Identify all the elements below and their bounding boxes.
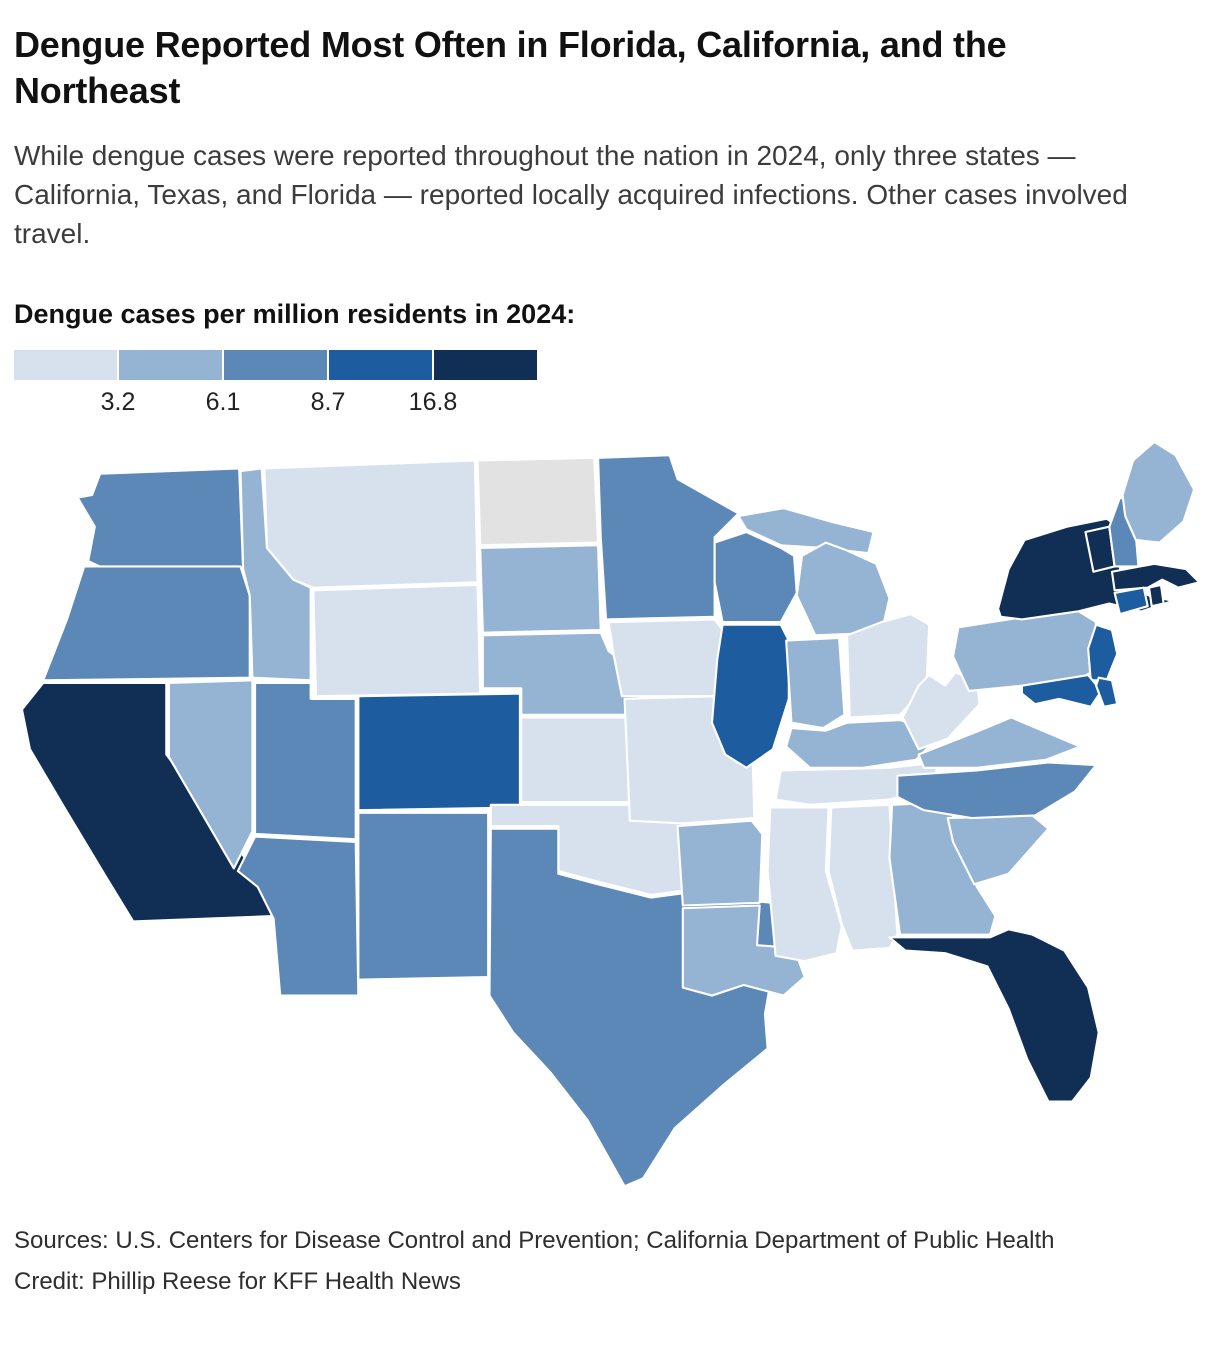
state-idaho[interactable] [239,467,312,682]
legend-tick-16-8: 16.8 [408,388,458,417]
legend-swatch-2 [119,350,222,381]
state-arizona[interactable] [236,835,360,997]
state-massachusetts[interactable] [1110,563,1201,592]
state-ohio[interactable] [846,613,931,719]
state-south-dakota[interactable] [479,544,602,635]
state-kansas[interactable] [520,716,645,804]
state-north-carolina[interactable] [896,761,1098,820]
legend-tick-labels: 3.2 6.1 8.7 16.8 [14,380,537,420]
legend-tick-6-1: 6.1 [205,388,241,417]
state-kentucky[interactable] [785,719,944,770]
legend-tick-3-2: 3.2 [100,388,136,417]
state-minnesota[interactable] [597,454,740,621]
us-map-svg [20,441,1201,1188]
state-arkansas[interactable] [676,819,764,907]
chart-header: Dengue Reported Most Often in Florida, C… [14,22,1206,253]
legend: Dengue cases per million residents in 20… [14,299,1206,420]
state-florida[interactable] [888,928,1100,1103]
state-nevada[interactable] [167,679,254,870]
legend-swatch-3 [224,350,327,381]
state-mississippi[interactable] [766,806,843,963]
legend-label: Dengue cases per million residents in 20… [14,299,576,330]
chart-subtitle: While dengue cases were reported through… [14,140,1128,249]
state-michigan-upper-peninsula[interactable] [737,507,875,555]
legend-tick-8-7: 8.7 [310,388,346,417]
legend-swatch-1 [14,350,117,381]
state-new-mexico[interactable] [357,812,490,982]
state-wyoming[interactable] [312,584,482,698]
chart-footer: Sources: U.S. Centers for Disease Contro… [14,1224,1206,1300]
state-indiana[interactable] [785,637,846,730]
credit-line: Credit: Phillip Reese for KFF Health New… [14,1267,461,1295]
state-north-dakota[interactable] [476,457,600,547]
state-colorado[interactable] [357,692,521,812]
state-maryland[interactable] [1020,674,1103,709]
state-connecticut[interactable] [1113,586,1149,616]
legend-swatch-4 [329,350,432,381]
legend-swatch-5 [434,350,537,381]
state-virginia[interactable] [917,716,1082,770]
legend-color-bar [14,350,537,381]
sources-line: Sources: U.S. Centers for Disease Contro… [14,1226,1055,1254]
state-maine[interactable] [1121,441,1196,544]
state-oregon[interactable] [42,565,251,682]
us-choropleth-map [14,434,1206,1196]
state-new-jersey[interactable] [1087,623,1119,682]
state-utah[interactable] [253,682,357,841]
chart-title: Dengue Reported Most Often in Florida, C… [14,24,1007,111]
state-louisiana[interactable] [681,904,806,997]
state-delaware[interactable] [1095,676,1119,709]
state-rhode-island[interactable] [1147,584,1165,608]
state-california[interactable] [20,682,274,923]
chart-page: Dengue Reported Most Often in Florida, C… [14,22,1206,1300]
state-illinois[interactable] [710,623,790,770]
state-michigan-lower-peninsula[interactable] [795,541,891,637]
state-washington[interactable] [76,467,245,579]
state-montana[interactable] [263,459,479,590]
